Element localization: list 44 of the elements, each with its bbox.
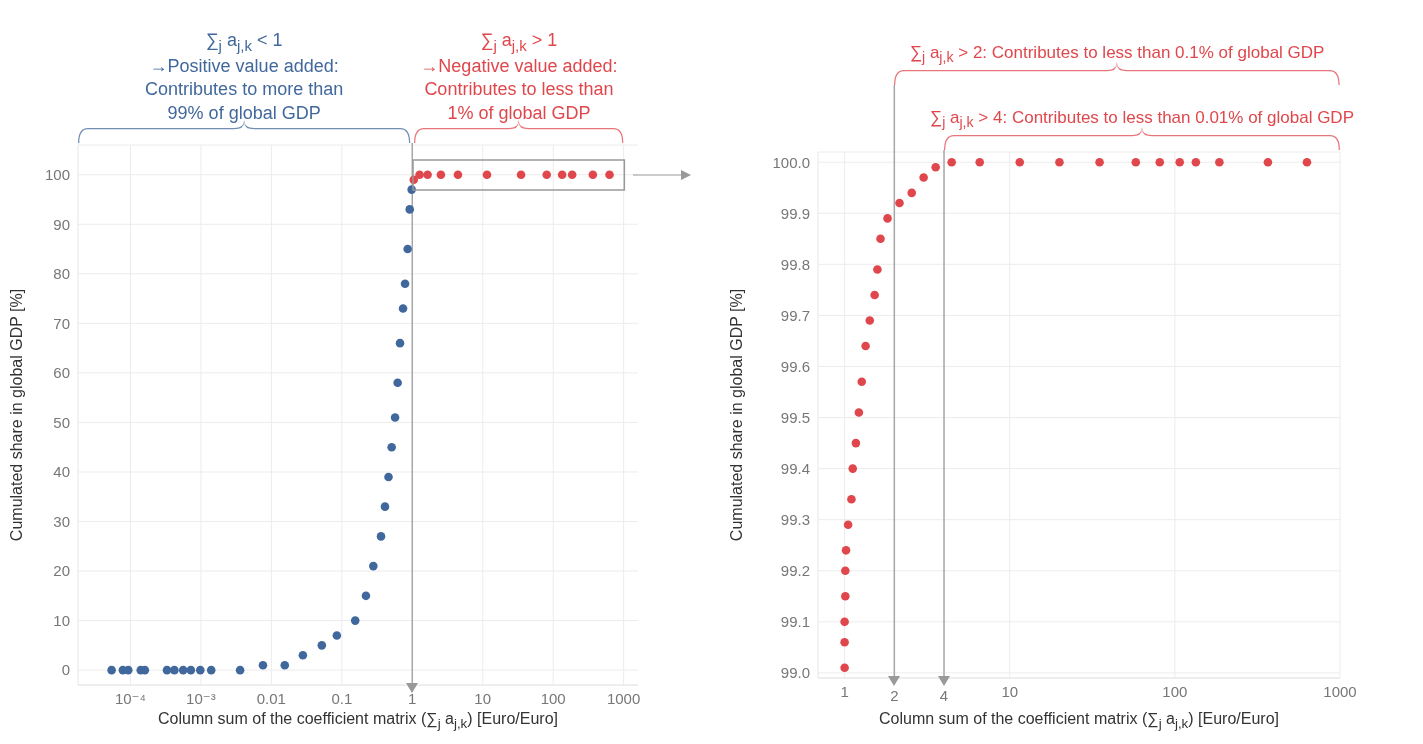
x-tick-label: 1 xyxy=(840,682,849,700)
y-tick-label: 99.4 xyxy=(780,459,810,477)
ref-line-label: 2 xyxy=(889,687,900,704)
y-tick-label: 99.8 xyxy=(780,255,810,273)
y-tick-label: 99.1 xyxy=(780,613,810,631)
y-tick-label: 40 xyxy=(53,463,70,481)
x-tick-label: 10 xyxy=(1001,682,1019,700)
x-tick-label: 1 xyxy=(408,689,417,707)
y-tick-label: 10 xyxy=(53,611,70,629)
y-axis-title: Cumulated share in global GDP [%] xyxy=(728,287,746,544)
y-tick-label: 99.9 xyxy=(780,204,810,222)
x-tick-label: 0.01 xyxy=(256,689,286,707)
y-tick-label: 0 xyxy=(61,661,70,679)
y-tick-label: 99.0 xyxy=(780,664,810,682)
ref-line-label: 4 xyxy=(938,687,950,704)
y-tick-label: 99.3 xyxy=(780,511,810,529)
y-tick-label: 100 xyxy=(44,166,70,184)
x-axis-title: Column sum of the coefficient matrix (∑$_{j}$ a$_{j,k}$) [Euro/Euro] xyxy=(878,710,1280,732)
y-tick-label: 99.6 xyxy=(780,357,810,375)
x-tick-label: 1000 xyxy=(1323,682,1357,700)
y-axis-title: Cumulated share in global GDP [%] xyxy=(8,287,26,544)
y-tick-label: 50 xyxy=(53,413,70,431)
x-tick-label: 1000 xyxy=(606,689,641,707)
y-tick-label: 100.0 xyxy=(772,153,810,171)
y-tick-label: 99.2 xyxy=(780,562,810,580)
x-tick-label: 10 xyxy=(474,689,492,707)
y-tick-label: 90 xyxy=(53,215,70,233)
x-axis-title: Column sum of the coefficient matrix (∑$_{j}$ a$_{j,k}$) [Euro/Euro] xyxy=(157,710,559,732)
text: ∑$_{j}$ a$_{j,k}$ > 2: Contributes to less than 0.1% of global GDP xyxy=(908,42,1326,67)
x-tick-label: 100 xyxy=(1162,682,1188,700)
y-tick-label: 60 xyxy=(53,364,70,382)
y-tick-label: 70 xyxy=(53,314,70,332)
y-tick-label: 99.5 xyxy=(780,408,810,426)
x-tick-label: 0.1 xyxy=(331,689,353,707)
x-tick-label: 10⁻³ xyxy=(186,689,216,707)
text: ∑$_{j}$ a$_{j,k}$ < 1 →Positive value added: Contributes to more than 99% of global GDP xyxy=(145,29,344,123)
text: ∑$_{j}$ a$_{j,k}$ > 1 →Negative value added: Contributes to less than 1% of global GDP xyxy=(420,29,618,123)
x-tick-label: 100 xyxy=(540,689,566,707)
y-tick-label: 30 xyxy=(53,512,70,530)
y-tick-label: 80 xyxy=(53,265,70,283)
text: ∑$_{j}$ a$_{j,k}$ > 4: Contributes to less than 0.01% of global GDP xyxy=(929,107,1355,132)
x-tick-label: 10⁻⁴ xyxy=(114,689,146,707)
y-tick-label: 99.7 xyxy=(780,306,810,324)
y-tick-label: 20 xyxy=(53,562,70,580)
